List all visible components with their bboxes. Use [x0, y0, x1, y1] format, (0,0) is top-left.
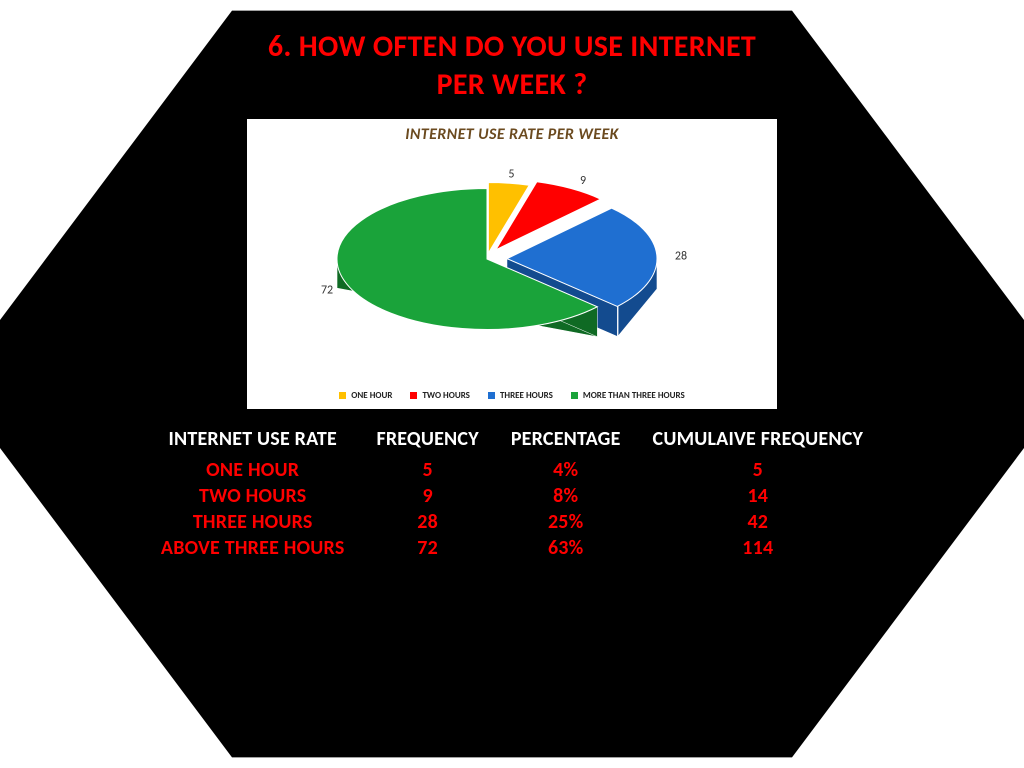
table-cell: 28	[360, 509, 494, 535]
legend-label: ONE HOUR	[351, 390, 392, 401]
data-table: INTERNET USE RATEFREQUENCYPERCENTAGECUMU…	[145, 427, 879, 561]
table-cell: 114	[637, 535, 880, 561]
slide-content: 6. HOW OFTEN DO YOU USE INTERNET PER WEE…	[0, 0, 1024, 768]
legend-item: THREE HOURS	[488, 390, 553, 401]
legend-swatch	[339, 392, 346, 399]
table-cell: THREE HOURS	[145, 509, 361, 535]
table-header-cell: PERCENTAGE	[495, 427, 637, 457]
chart-legend: ONE HOUR TWO HOURS THREE HOURS MORE THAN TH…	[247, 390, 777, 401]
table-row: ONE HOUR54%5	[145, 457, 879, 483]
table-cell: 5	[637, 457, 880, 483]
table-header-cell: FREQUENCY	[360, 427, 494, 457]
table-header-cell: INTERNET USE RATE	[145, 427, 361, 457]
table-cell: 25%	[495, 509, 637, 535]
legend-item: TWO HOURS	[410, 390, 470, 401]
title-line-1: 6. HOW OFTEN DO YOU USE INTERNET	[268, 28, 756, 65]
pie-chart: 5 9 28 72	[292, 159, 732, 369]
table-cell: 5	[360, 457, 494, 483]
title-line-2: PER WEEK ?	[437, 66, 588, 103]
table-row: THREE HOURS2825%42	[145, 509, 879, 535]
table-cell: TWO HOURS	[145, 483, 361, 509]
legend-label: TWO HOURS	[422, 390, 470, 401]
table-cell: 4%	[495, 457, 637, 483]
pie-slice-label: 72	[321, 284, 333, 298]
legend-item: ONE HOUR	[339, 390, 392, 401]
pie-slice-label: 28	[675, 249, 687, 263]
legend-label: MORE THAN THREE HOURS	[583, 390, 685, 401]
legend-swatch	[488, 392, 495, 399]
legend-swatch	[410, 392, 417, 399]
table-row: ABOVE THREE HOURS7263%114	[145, 535, 879, 561]
pie-slice-label: 5	[508, 168, 514, 182]
pie-slice-label: 9	[580, 174, 586, 188]
table-cell: 9	[360, 483, 494, 509]
legend-item: MORE THAN THREE HOURS	[571, 390, 685, 401]
table-cell: 72	[360, 535, 494, 561]
chart-title: INTERNET USE RATE PER WEEK	[247, 125, 777, 144]
table-cell: ABOVE THREE HOURS	[145, 535, 361, 561]
table-cell: 63%	[495, 535, 637, 561]
slide-title: 6. HOW OFTEN DO YOU USE INTERNET PER WEE…	[268, 28, 756, 103]
table-cell: 14	[637, 483, 880, 509]
table-cell: 42	[637, 509, 880, 535]
table-header-cell: CUMULAIVE FREQUENCY	[637, 427, 880, 457]
legend-swatch	[571, 392, 578, 399]
table-cell: 8%	[495, 483, 637, 509]
legend-label: THREE HOURS	[500, 390, 553, 401]
slide-stage: 6. HOW OFTEN DO YOU USE INTERNET PER WEE…	[0, 0, 1024, 768]
table-cell: ONE HOUR	[145, 457, 361, 483]
table-row: TWO HOURS98%14	[145, 483, 879, 509]
chart-card: INTERNET USE RATE PER WEEK 5 9 28 72 ONE HO…	[247, 119, 777, 409]
